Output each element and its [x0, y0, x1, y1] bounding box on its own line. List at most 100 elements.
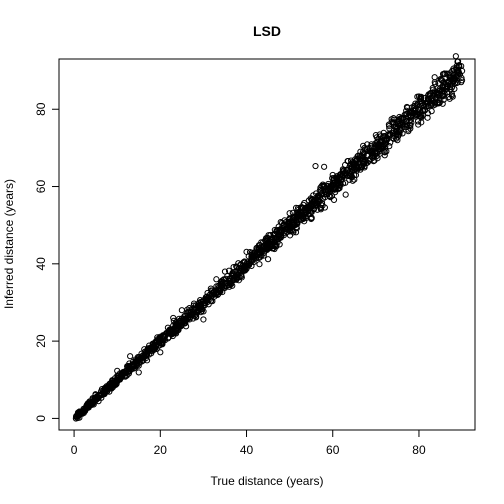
- data-point: [264, 256, 272, 263]
- x-axis-label: True distance (years): [211, 474, 324, 488]
- data-point: [441, 71, 448, 78]
- data-point: [273, 234, 280, 241]
- data-point: [450, 75, 457, 82]
- data-point: [144, 350, 151, 357]
- data-point: [441, 70, 448, 77]
- data-point: [452, 53, 459, 60]
- data-point: [372, 132, 379, 139]
- data-point: [389, 129, 397, 136]
- data-point: [230, 264, 237, 271]
- data-point: [208, 292, 216, 299]
- data-point: [230, 277, 237, 284]
- data-point: [417, 95, 424, 102]
- data-point: [243, 248, 250, 255]
- data-point: [312, 162, 319, 170]
- data-point: [420, 101, 427, 109]
- data-point: [342, 191, 349, 198]
- data-point: [286, 224, 293, 232]
- data-point: [88, 399, 95, 406]
- data-point: [191, 306, 198, 313]
- data-point: [394, 137, 401, 144]
- y-tick-label: 0: [34, 415, 48, 422]
- data-point: [285, 221, 292, 228]
- data-point: [355, 159, 362, 167]
- data-point: [111, 382, 118, 389]
- data-point: [221, 280, 229, 287]
- data-point: [295, 213, 302, 221]
- data-point: [418, 119, 425, 126]
- y-tick-label: 80: [34, 102, 48, 116]
- data-point: [178, 307, 185, 314]
- data-point: [458, 67, 466, 75]
- data-point: [424, 114, 431, 121]
- data-point: [157, 337, 164, 344]
- data-point: [267, 231, 274, 239]
- data-point: [170, 317, 177, 324]
- data-point: [92, 396, 99, 403]
- data-point: [359, 156, 367, 163]
- data-point: [183, 315, 190, 323]
- data-point: [178, 318, 185, 325]
- data-point: [446, 95, 453, 102]
- data-point: [308, 202, 315, 209]
- data-point: [398, 121, 405, 128]
- data-point: [114, 375, 121, 382]
- data-point: [321, 163, 328, 170]
- data-point: [149, 346, 156, 353]
- data-point: [200, 298, 207, 305]
- y-axis-label: Inferred distance (years): [2, 179, 16, 309]
- data-point: [458, 77, 466, 84]
- data-point: [414, 118, 422, 125]
- data-point: [101, 388, 108, 395]
- data-point: [131, 361, 138, 368]
- data-point: [402, 121, 409, 128]
- data-point: [218, 284, 225, 291]
- data-point: [333, 179, 341, 186]
- data-point: [269, 237, 276, 244]
- data-point: [396, 113, 403, 121]
- data-point: [286, 210, 293, 217]
- data-point: [230, 271, 237, 278]
- data-point: [321, 183, 328, 190]
- data-point: [161, 334, 168, 341]
- data-points: [72, 53, 466, 422]
- data-point: [415, 93, 423, 100]
- data-point: [325, 187, 332, 194]
- data-point: [359, 148, 367, 156]
- data-point: [414, 109, 422, 116]
- data-point: [196, 304, 203, 311]
- data-point: [122, 369, 129, 376]
- data-point: [449, 74, 456, 81]
- data-point: [329, 175, 336, 182]
- data-point: [446, 78, 453, 85]
- y-axis: 0 20 40 60 80: [34, 102, 60, 422]
- data-point: [430, 86, 437, 93]
- data-point: [394, 125, 401, 132]
- data-point: [437, 86, 444, 94]
- data-point: [381, 136, 388, 143]
- data-point: [271, 245, 278, 253]
- data-point: [342, 171, 349, 178]
- data-point: [83, 402, 91, 409]
- data-point: [114, 367, 121, 374]
- data-point: [399, 130, 406, 137]
- data-point: [135, 369, 142, 376]
- data-point: [381, 148, 388, 155]
- x-tick-label: 80: [412, 443, 426, 457]
- data-point: [175, 322, 182, 330]
- data-point: [433, 90, 440, 97]
- data-point: [226, 275, 233, 282]
- data-point: [361, 164, 368, 171]
- data-point: [213, 276, 220, 283]
- data-point: [336, 174, 344, 181]
- data-point: [226, 283, 233, 290]
- chart-title: LSD: [253, 23, 281, 39]
- y-tick-label: 20: [34, 334, 48, 348]
- data-point: [454, 58, 462, 65]
- data-point: [354, 164, 361, 171]
- data-point: [368, 147, 375, 155]
- data-point: [114, 377, 121, 385]
- data-point: [450, 65, 457, 72]
- data-point: [303, 205, 310, 213]
- data-point: [385, 133, 392, 140]
